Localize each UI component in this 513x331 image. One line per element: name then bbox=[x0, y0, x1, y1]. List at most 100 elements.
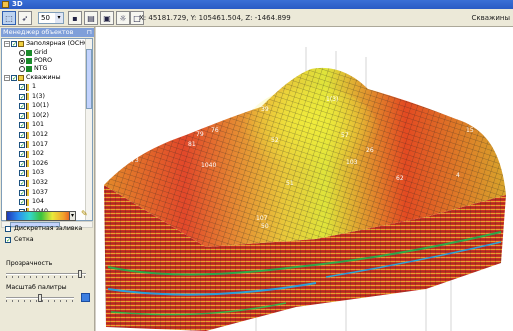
well-icon bbox=[26, 102, 29, 110]
model-checkbox[interactable]: ✓ bbox=[11, 41, 18, 48]
well-label: 1(3) bbox=[32, 92, 45, 100]
discrete-fill-checkbox[interactable] bbox=[5, 225, 11, 232]
ntg-icon bbox=[26, 66, 32, 72]
pin-icon[interactable]: ⊓ bbox=[86, 28, 92, 36]
well-marker-label[interactable]: 1(3) bbox=[326, 96, 339, 103]
well-marker-label[interactable]: 52 bbox=[271, 137, 279, 144]
well-checkbox[interactable]: ✓ bbox=[19, 170, 26, 178]
collapse-icon[interactable]: − bbox=[4, 41, 10, 47]
tree-node-ntg[interactable]: NTG bbox=[19, 65, 47, 73]
well-label: 104 bbox=[32, 198, 45, 206]
well-checkbox[interactable]: ✓ bbox=[19, 141, 26, 149]
palette-edit-icon[interactable]: ✎ bbox=[81, 209, 88, 218]
tree-node-wells[interactable]: − ✓ Скважины bbox=[4, 74, 61, 82]
tree-node-well[interactable]: ✓ 1026 bbox=[19, 160, 48, 168]
tree-node-well[interactable]: ✓ 1017 bbox=[19, 141, 48, 149]
tree-vertical-scrollbar[interactable] bbox=[85, 39, 92, 220]
scale-select[interactable]: 50 ▾ bbox=[38, 12, 64, 24]
pointer-tool-icon[interactable]: ➶ bbox=[18, 11, 32, 25]
well-icon bbox=[26, 179, 29, 187]
tree-node-well[interactable]: ✓ 1(3) bbox=[19, 93, 45, 101]
apply-scale-button[interactable] bbox=[81, 293, 90, 302]
well-checkbox[interactable]: ✓ bbox=[19, 160, 26, 168]
color-palette-select[interactable] bbox=[6, 211, 76, 221]
tree-horizontal-scrollbar[interactable] bbox=[1, 221, 93, 228]
wells-checkbox[interactable]: ✓ bbox=[11, 75, 18, 82]
well-marker-label[interactable]: 51 bbox=[286, 180, 294, 187]
well-marker-label[interactable]: 1040 bbox=[201, 162, 217, 169]
well-marker-label[interactable]: 103 bbox=[346, 159, 358, 166]
select-tool-icon[interactable]: ⬚ bbox=[2, 11, 16, 25]
well-checkbox[interactable]: ✓ bbox=[19, 151, 26, 159]
wells-label: Скважины bbox=[26, 74, 61, 81]
well-marker-label[interactable]: 76 bbox=[211, 127, 219, 134]
3d-viewport[interactable]: 39 79 76 81 52 73 1(3) 13(3) 16(3) 15 26 51 62 4 107 50… bbox=[96, 27, 513, 331]
well-checkbox[interactable]: ✓ bbox=[19, 84, 26, 91]
discrete-fill-option[interactable]: Дискретная заливка bbox=[5, 224, 82, 233]
grid-checkbox[interactable]: ✓ bbox=[5, 236, 12, 244]
well-icon bbox=[26, 160, 29, 168]
tree-node-grid[interactable]: Grid bbox=[19, 49, 47, 57]
coordinate-readout: X: 45181.729, Y: 105461.504, Z: -1464.89… bbox=[139, 14, 291, 22]
view-mode-label[interactable]: Скважины bbox=[471, 14, 511, 22]
well-icon bbox=[26, 169, 29, 177]
well-marker-label[interactable]: 16(3) bbox=[464, 115, 481, 122]
slider-thumb[interactable] bbox=[78, 270, 83, 278]
well-marker-label[interactable]: 73 bbox=[131, 157, 139, 164]
mark-icon[interactable]: ▪ bbox=[68, 11, 82, 25]
layers-icon[interactable]: ▤ bbox=[84, 11, 98, 25]
well-marker-label[interactable]: 81 bbox=[188, 141, 196, 148]
well-marker-label[interactable]: 50 bbox=[261, 223, 269, 230]
well-label: 1017 bbox=[32, 140, 49, 148]
transparency-label: Прозрачность bbox=[6, 260, 53, 267]
well-icon bbox=[26, 150, 29, 158]
tree-node-well[interactable]: ✓ 10(2) bbox=[19, 112, 49, 120]
tree-node-well[interactable]: ✓ 1012 bbox=[19, 131, 48, 139]
tree-node-well[interactable]: ✓ 10(1) bbox=[19, 102, 49, 110]
well-marker-label[interactable]: 79 bbox=[196, 131, 204, 138]
well-checkbox[interactable]: ✓ bbox=[19, 180, 26, 187]
well-checkbox[interactable]: ✓ bbox=[19, 93, 26, 101]
well-marker-label[interactable]: 4 bbox=[456, 172, 460, 179]
well-marker-label[interactable]: 62 bbox=[396, 175, 404, 182]
grid-radio[interactable] bbox=[19, 50, 25, 56]
tree-node-well[interactable]: ✓ 101 bbox=[19, 121, 44, 129]
slider-thumb[interactable] bbox=[38, 294, 42, 302]
well-label: 1032 bbox=[32, 179, 49, 186]
frame-icon[interactable]: □ bbox=[130, 11, 144, 25]
well-checkbox[interactable]: ✓ bbox=[19, 132, 26, 139]
ntg-radio[interactable] bbox=[19, 66, 25, 72]
slider-ticks bbox=[6, 276, 86, 278]
tree-node-well[interactable]: ✓ 103 bbox=[19, 169, 44, 177]
collapse-icon[interactable]: − bbox=[4, 75, 10, 81]
well-marker-label[interactable]: 39 bbox=[261, 106, 269, 113]
well-checkbox[interactable]: ✓ bbox=[19, 189, 26, 197]
well-checkbox[interactable]: ✓ bbox=[19, 103, 26, 111]
well-icon bbox=[26, 83, 29, 91]
well-marker-label[interactable]: 57 bbox=[341, 132, 349, 139]
camera-icon[interactable]: ▣ bbox=[100, 11, 114, 25]
chevron-down-icon[interactable]: ▾ bbox=[69, 211, 76, 221]
lighting-icon[interactable]: ☼ bbox=[116, 11, 130, 25]
well-checkbox[interactable]: ✓ bbox=[19, 122, 26, 130]
grid-option[interactable]: ✓ Сетка bbox=[5, 235, 34, 244]
well-marker-label[interactable]: 107 bbox=[256, 215, 268, 222]
tree-node-well[interactable]: ✓ 1032 bbox=[19, 179, 48, 187]
tree-node-well[interactable]: ✓ 102 bbox=[19, 150, 44, 158]
tree-node-well[interactable]: ✓ 104 bbox=[19, 198, 44, 206]
poro-radio[interactable] bbox=[19, 58, 25, 64]
tree-node-well[interactable]: ✓ 1 bbox=[19, 83, 36, 91]
tree-node-poro[interactable]: PORO bbox=[19, 57, 52, 65]
palette-scale-slider[interactable] bbox=[6, 294, 74, 302]
well-marker-label[interactable]: 26 bbox=[366, 147, 374, 154]
well-label: 10(1) bbox=[32, 102, 49, 110]
well-marker-label[interactable]: 15 bbox=[466, 127, 474, 134]
well-checkbox[interactable]: ✓ bbox=[19, 112, 26, 120]
tree-node-model[interactable]: − ✓ Заполярная (ОСНО bbox=[4, 40, 89, 48]
tree-node-well[interactable]: ✓ 1037 bbox=[19, 189, 48, 197]
scroll-thumb[interactable] bbox=[10, 222, 60, 227]
well-marker-label[interactable]: 13(3) bbox=[426, 99, 443, 106]
scroll-thumb[interactable] bbox=[86, 49, 92, 109]
well-checkbox[interactable]: ✓ bbox=[19, 199, 26, 207]
transparency-slider[interactable] bbox=[6, 270, 86, 278]
